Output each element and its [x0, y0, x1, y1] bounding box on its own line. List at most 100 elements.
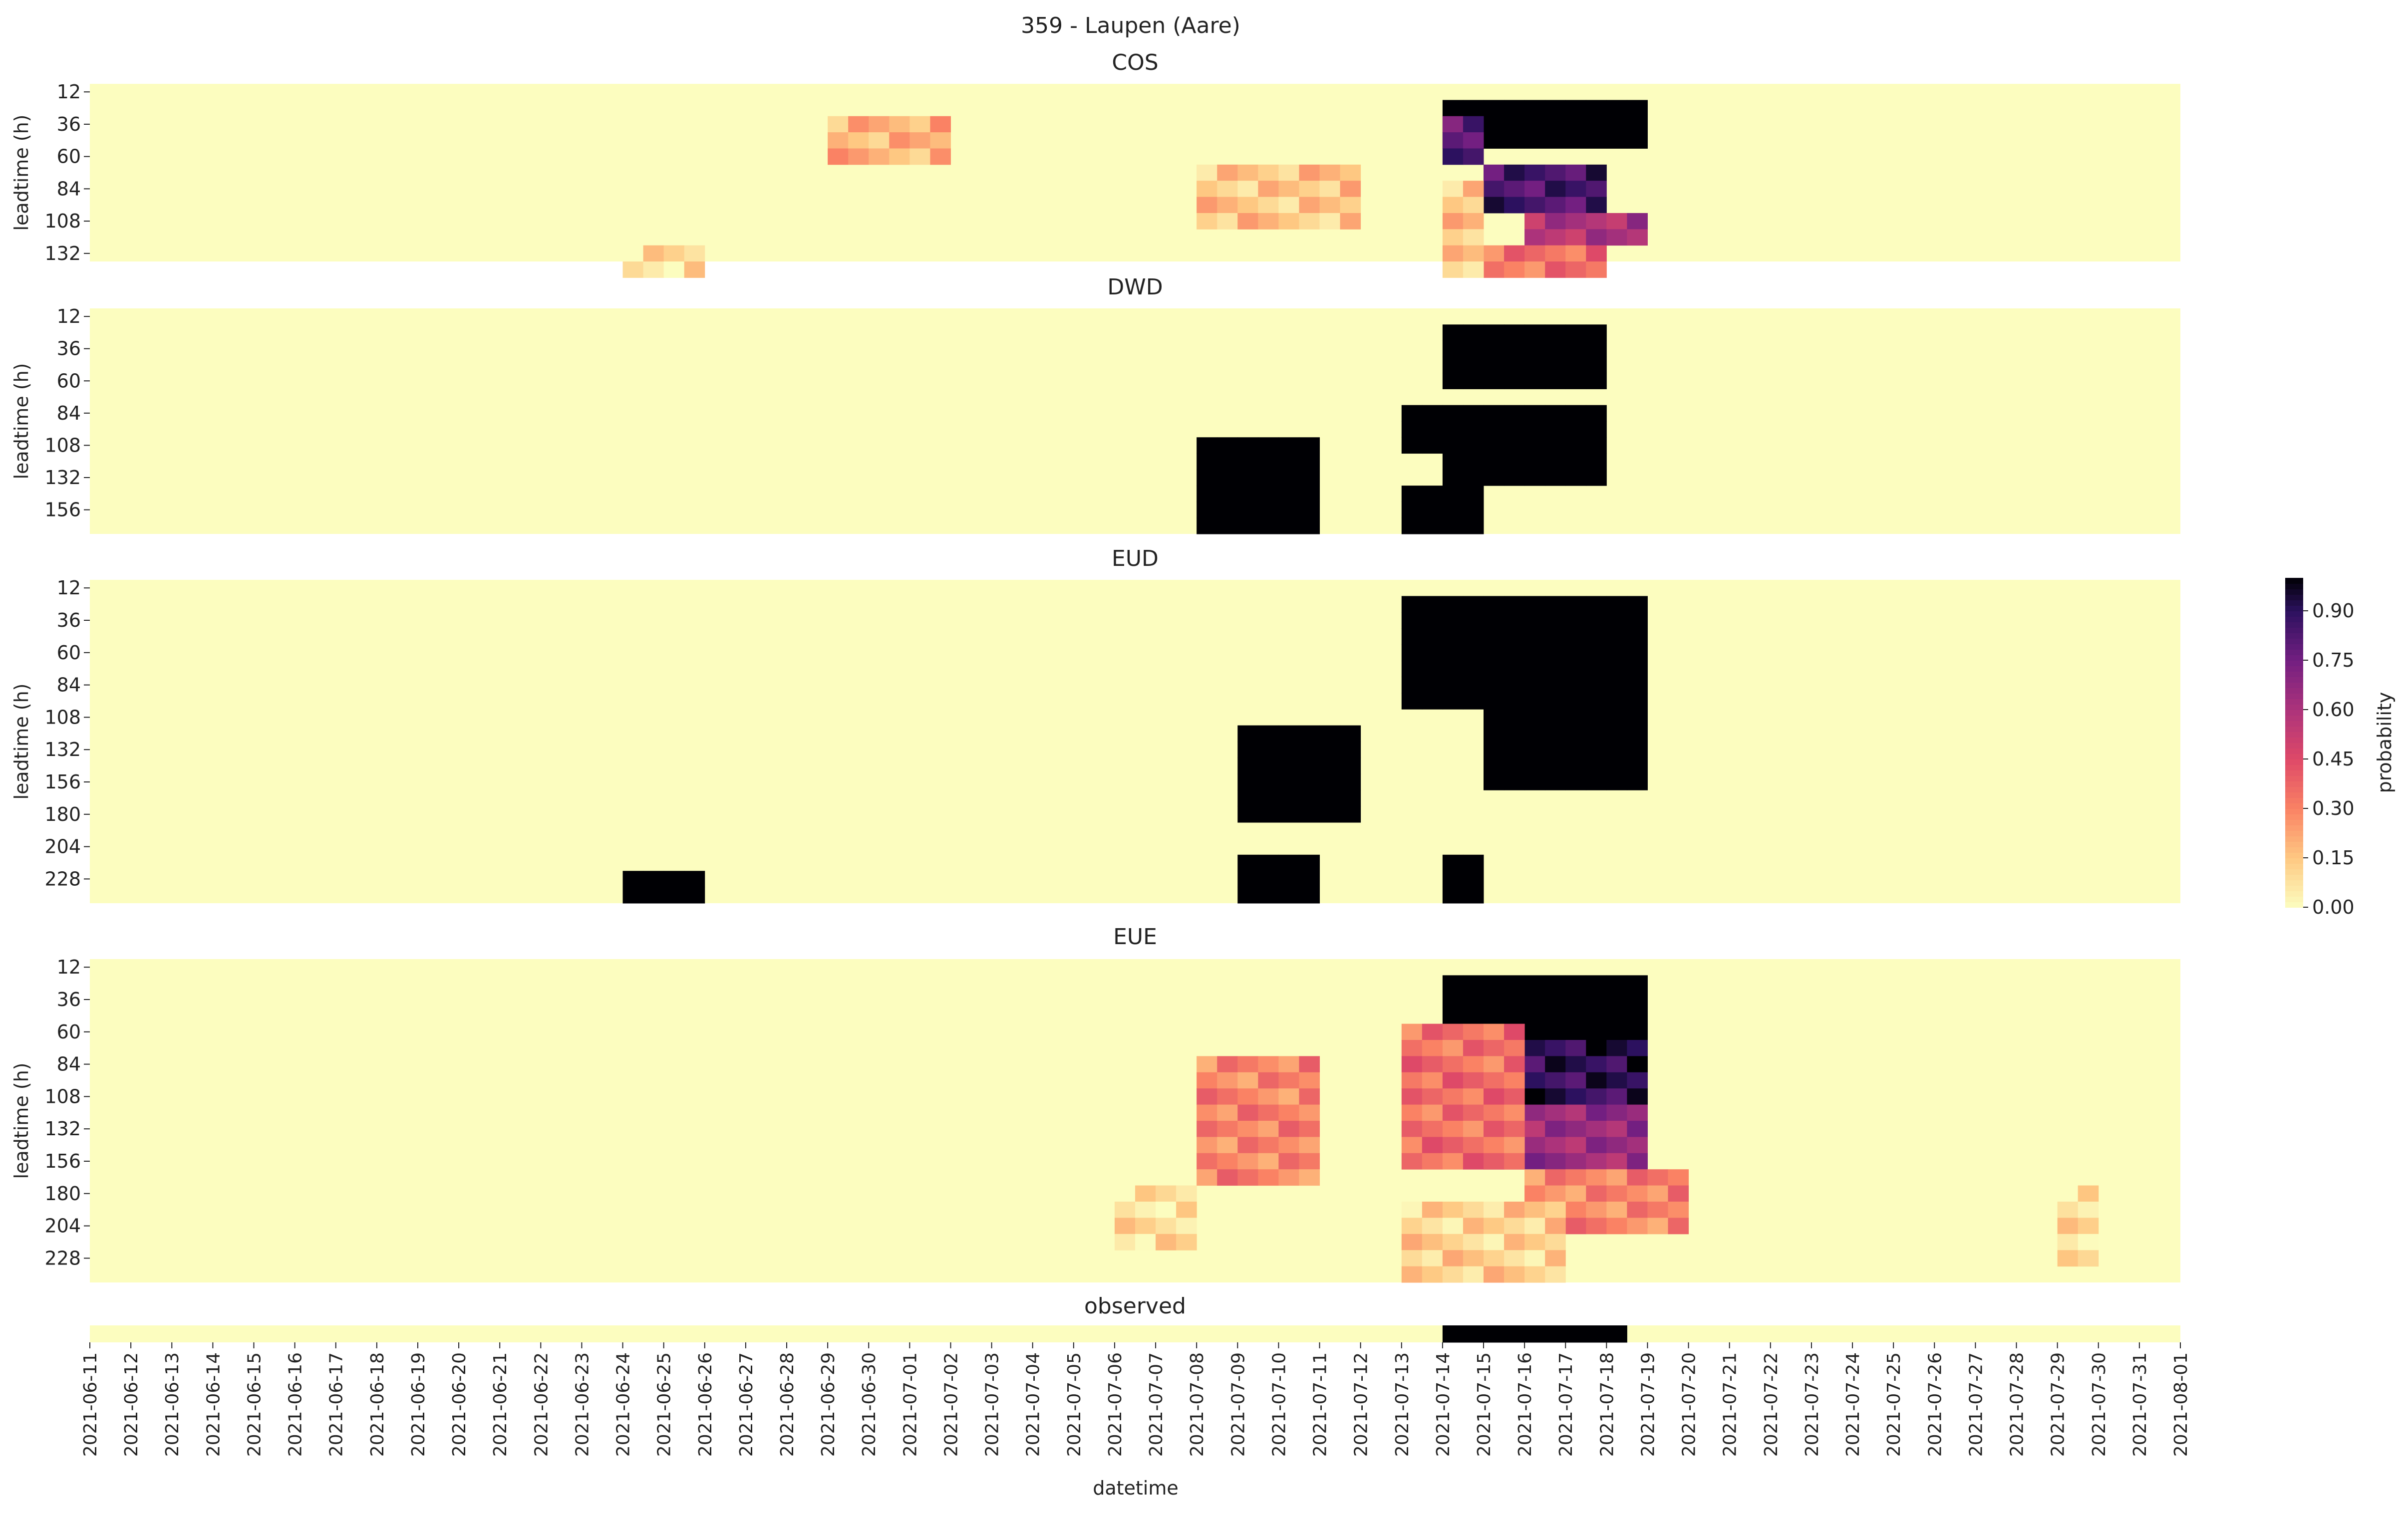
heatmap-cell — [1627, 596, 1648, 613]
heatmap-cell — [1299, 1104, 1320, 1121]
heatmap-cell — [1422, 1023, 1443, 1040]
colorbar-segment — [2285, 682, 2303, 688]
heatmap-cell — [1442, 887, 1464, 904]
heatmap-cell — [848, 132, 869, 149]
heatmap-cell — [1217, 502, 1238, 518]
heatmap-cell — [1504, 340, 1525, 357]
heatmap-cell — [1524, 356, 1545, 373]
heatmap-cell — [1524, 773, 1545, 790]
heatmap-cell — [1278, 1104, 1299, 1121]
colorbar-segment — [2285, 754, 2303, 759]
heatmap-cell — [1586, 213, 1607, 230]
heatmap-cell — [1545, 469, 1566, 486]
heatmap-cell — [1299, 1121, 1320, 1137]
colorbar-segment — [2285, 797, 2303, 803]
heatmap-cell — [1319, 181, 1341, 198]
heatmap-cell — [1524, 437, 1545, 454]
heatmap-cell — [1442, 181, 1464, 198]
heatmap-cell — [1647, 1218, 1669, 1235]
heatmap-cell — [909, 116, 930, 133]
heatmap-cell — [1422, 1218, 1443, 1235]
heatmap-cell — [909, 132, 930, 149]
heatmap-cell — [1442, 1325, 1464, 1343]
heatmap-cell — [1524, 1008, 1545, 1024]
heatmap-cell — [1237, 181, 1258, 198]
heatmap-cell — [1524, 245, 1545, 262]
heatmap-cell — [1606, 1218, 1627, 1235]
heatmap-cell — [930, 132, 951, 149]
heatmap-cell — [1586, 132, 1607, 149]
heatmap-cell — [1545, 1202, 1566, 1218]
heatmap-cell — [1606, 709, 1627, 726]
x-tick-label: 2021-06-30 — [859, 1352, 880, 1457]
heatmap-cell — [1237, 871, 1258, 888]
heatmap-cell — [1545, 261, 1566, 278]
heatmap-cell — [1278, 1056, 1299, 1073]
heatmap-cell — [1627, 1218, 1648, 1235]
heatmap-cell — [1319, 164, 1341, 181]
x-tick-label: 2021-07-14 — [1433, 1352, 1454, 1457]
heatmap-cell — [1401, 1218, 1423, 1235]
x-tick-label: 2021-06-25 — [654, 1352, 675, 1457]
heatmap-cell — [1504, 181, 1525, 198]
heatmap-cell — [1524, 229, 1545, 246]
heatmap-cell — [1197, 469, 1217, 486]
heatmap-cell — [1299, 453, 1320, 470]
heatmap-cell — [1606, 1008, 1627, 1024]
heatmap-cell — [1237, 742, 1258, 758]
heatmap-cell — [1545, 340, 1566, 357]
heatmap-cell — [1627, 1137, 1648, 1154]
y-tick-label: 84 — [57, 178, 81, 200]
heatmap-cell — [1463, 229, 1484, 246]
heatmap-cell — [1442, 356, 1464, 373]
heatmap-cell — [1237, 197, 1258, 214]
y-tick-label: 108 — [44, 1085, 81, 1107]
heatmap-cell — [1278, 1153, 1299, 1170]
heatmap-cell — [1545, 644, 1566, 661]
heatmap-cell — [1278, 1072, 1299, 1089]
colorbar-segment — [2285, 786, 2303, 792]
heatmap-cell — [1545, 421, 1566, 438]
heatmap-cell — [1504, 469, 1525, 486]
heatmap-cell — [1627, 628, 1648, 645]
heatmap-cell — [1484, 181, 1505, 198]
colorbar-segment — [2285, 699, 2303, 705]
heatmap-cell — [1237, 469, 1258, 486]
heatmap-cell — [1442, 1202, 1464, 1218]
heatmap-cell — [1484, 1137, 1505, 1154]
panel-title: DWD — [1107, 274, 1163, 300]
heatmap-cell — [1278, 469, 1299, 486]
heatmap-cell — [1463, 453, 1484, 470]
panels-group: COS leadtime (h) 12 36 60 84 108 132 DWD leadtime… — [10, 50, 2180, 1343]
heatmap-cell — [1545, 773, 1566, 790]
y-tick-label: 132 — [44, 1118, 81, 1140]
colorbar-segment — [2285, 721, 2303, 727]
y-tick-label: 84 — [57, 1053, 81, 1075]
x-tick-label: 2021-07-01 — [900, 1352, 920, 1457]
heatmap-cell — [1545, 1056, 1566, 1073]
heatmap-cell — [1565, 1325, 1586, 1343]
heatmap-cell — [1586, 725, 1607, 742]
heatmap-cell — [1176, 1202, 1197, 1218]
y-tick-label: 60 — [57, 370, 81, 392]
heatmap-cell — [1278, 1088, 1299, 1105]
heatmap-cell — [1442, 197, 1464, 214]
heatmap-cell — [1217, 1121, 1238, 1137]
colorbar-tick-label: 0.30 — [2312, 797, 2355, 819]
heatmap-cell — [1504, 100, 1525, 117]
heatmap-cell — [1217, 181, 1238, 198]
heatmap-cell — [1524, 1234, 1545, 1251]
heatmap-cell — [1504, 356, 1525, 373]
heatmap-cell — [1484, 661, 1505, 677]
heatmap-cell — [1565, 1121, 1586, 1137]
heatmap-cell — [1606, 1137, 1627, 1154]
y-tick-label: 132 — [44, 467, 81, 489]
heatmap-cell — [1647, 1169, 1669, 1186]
heatmap-cell — [1565, 991, 1586, 1008]
heatmap-cell — [1586, 373, 1607, 389]
heatmap-cell — [1524, 373, 1545, 389]
colorbar-segment — [2285, 781, 2303, 787]
x-tick-label: 2021-07-25 — [1884, 1352, 1904, 1457]
colorbar-segment — [2285, 622, 2303, 628]
colorbar-segment — [2285, 638, 2303, 644]
